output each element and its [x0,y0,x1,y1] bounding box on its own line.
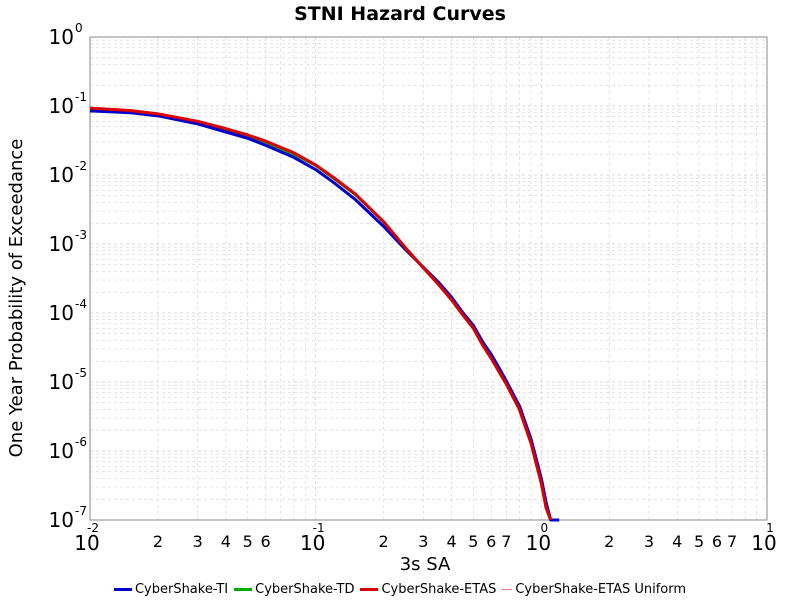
x-minor-tick-label: 2 [379,532,389,551]
legend-item: CyberShake-ETAS [360,582,496,597]
legend: CyberShake-TI CyberShake-TD CyberShake-ETA… [0,578,800,600]
x-minor-tick-label: 5 [694,532,704,551]
x-tick-label: 10 [526,531,551,555]
y-tick-label: 10 [49,163,74,187]
x-tick-label: 10 [74,531,99,555]
x-minor-tick-label: 6 [261,532,271,551]
y-tick-label: 10 [49,508,74,532]
x-minor-tick-label: 5 [243,532,253,551]
x-minor-tick-label: 6 [712,532,722,551]
plot-area [89,36,768,521]
y-tick-exponent: -2 [75,159,87,173]
x-tick-exponent: -2 [87,521,99,535]
x-minor-tick-label: 5 [468,532,478,551]
y-tick-label: 10 [49,301,74,325]
legend-swatch [360,587,379,591]
y-tick-exponent: -3 [75,228,87,242]
y-tick-label: 10 [49,370,74,394]
x-tick-exponent: -1 [313,521,325,535]
x-minor-tick-label: 7 [727,532,737,551]
y-tick-label: 10 [49,94,74,118]
legend-swatch [234,587,253,591]
legend-label: CyberShake-ETAS [381,581,497,597]
y-tick-exponent: -4 [75,297,87,311]
chart-title: STNI Hazard Curves [294,3,506,25]
y-axis-label: One Year Probability of Exceedance [6,139,27,458]
x-minor-tick-label: 4 [446,532,456,551]
x-minor-tick-label: 3 [418,532,428,551]
x-minor-tick-label: 6 [486,532,496,551]
x-minor-tick-label: 4 [672,532,682,551]
grid-lines [89,36,768,521]
series-line [89,107,553,521]
y-tick-exponent: 0 [75,21,83,35]
legend-label: CyberShake-TD [255,581,355,597]
x-minor-tick-label: 2 [604,532,614,551]
x-tick-label: 10 [751,531,776,555]
legend-item: CyberShake-TD [234,582,354,597]
x-minor-tick-label: 7 [501,532,511,551]
legend-swatch [502,588,513,590]
y-tick-exponent: -1 [75,90,87,104]
x-minor-tick-label: 4 [221,532,231,551]
y-tick-exponent: -7 [75,504,87,518]
y-tick-exponent: -5 [75,366,87,380]
y-tick-exponent: -6 [75,435,87,449]
x-tick-exponent: 1 [766,521,774,535]
legend-label: CyberShake-ETAS Uniform [515,581,687,597]
x-tick-exponent: 0 [541,521,549,535]
y-tick-label: 10 [49,25,74,49]
y-tick-label: 10 [49,232,74,256]
legend-item: CyberShake-ETAS Uniform [502,582,686,597]
x-minor-tick-label: 2 [153,532,163,551]
legend-label: CyberShake-TI [134,581,229,597]
legend-swatch [113,587,132,591]
series-line [89,106,553,521]
series-layer [89,106,560,522]
x-axis-label: 3s SA [400,554,451,575]
x-minor-tick-label: 3 [644,532,654,551]
x-tick-label: 10 [300,531,325,555]
x-minor-tick-label: 3 [193,532,203,551]
hazard-chart: STNI Hazard Curves 3s SA One Year Probab… [6,3,777,575]
y-tick-label: 10 [49,439,74,463]
legend-item: CyberShake-TI [113,581,229,597]
